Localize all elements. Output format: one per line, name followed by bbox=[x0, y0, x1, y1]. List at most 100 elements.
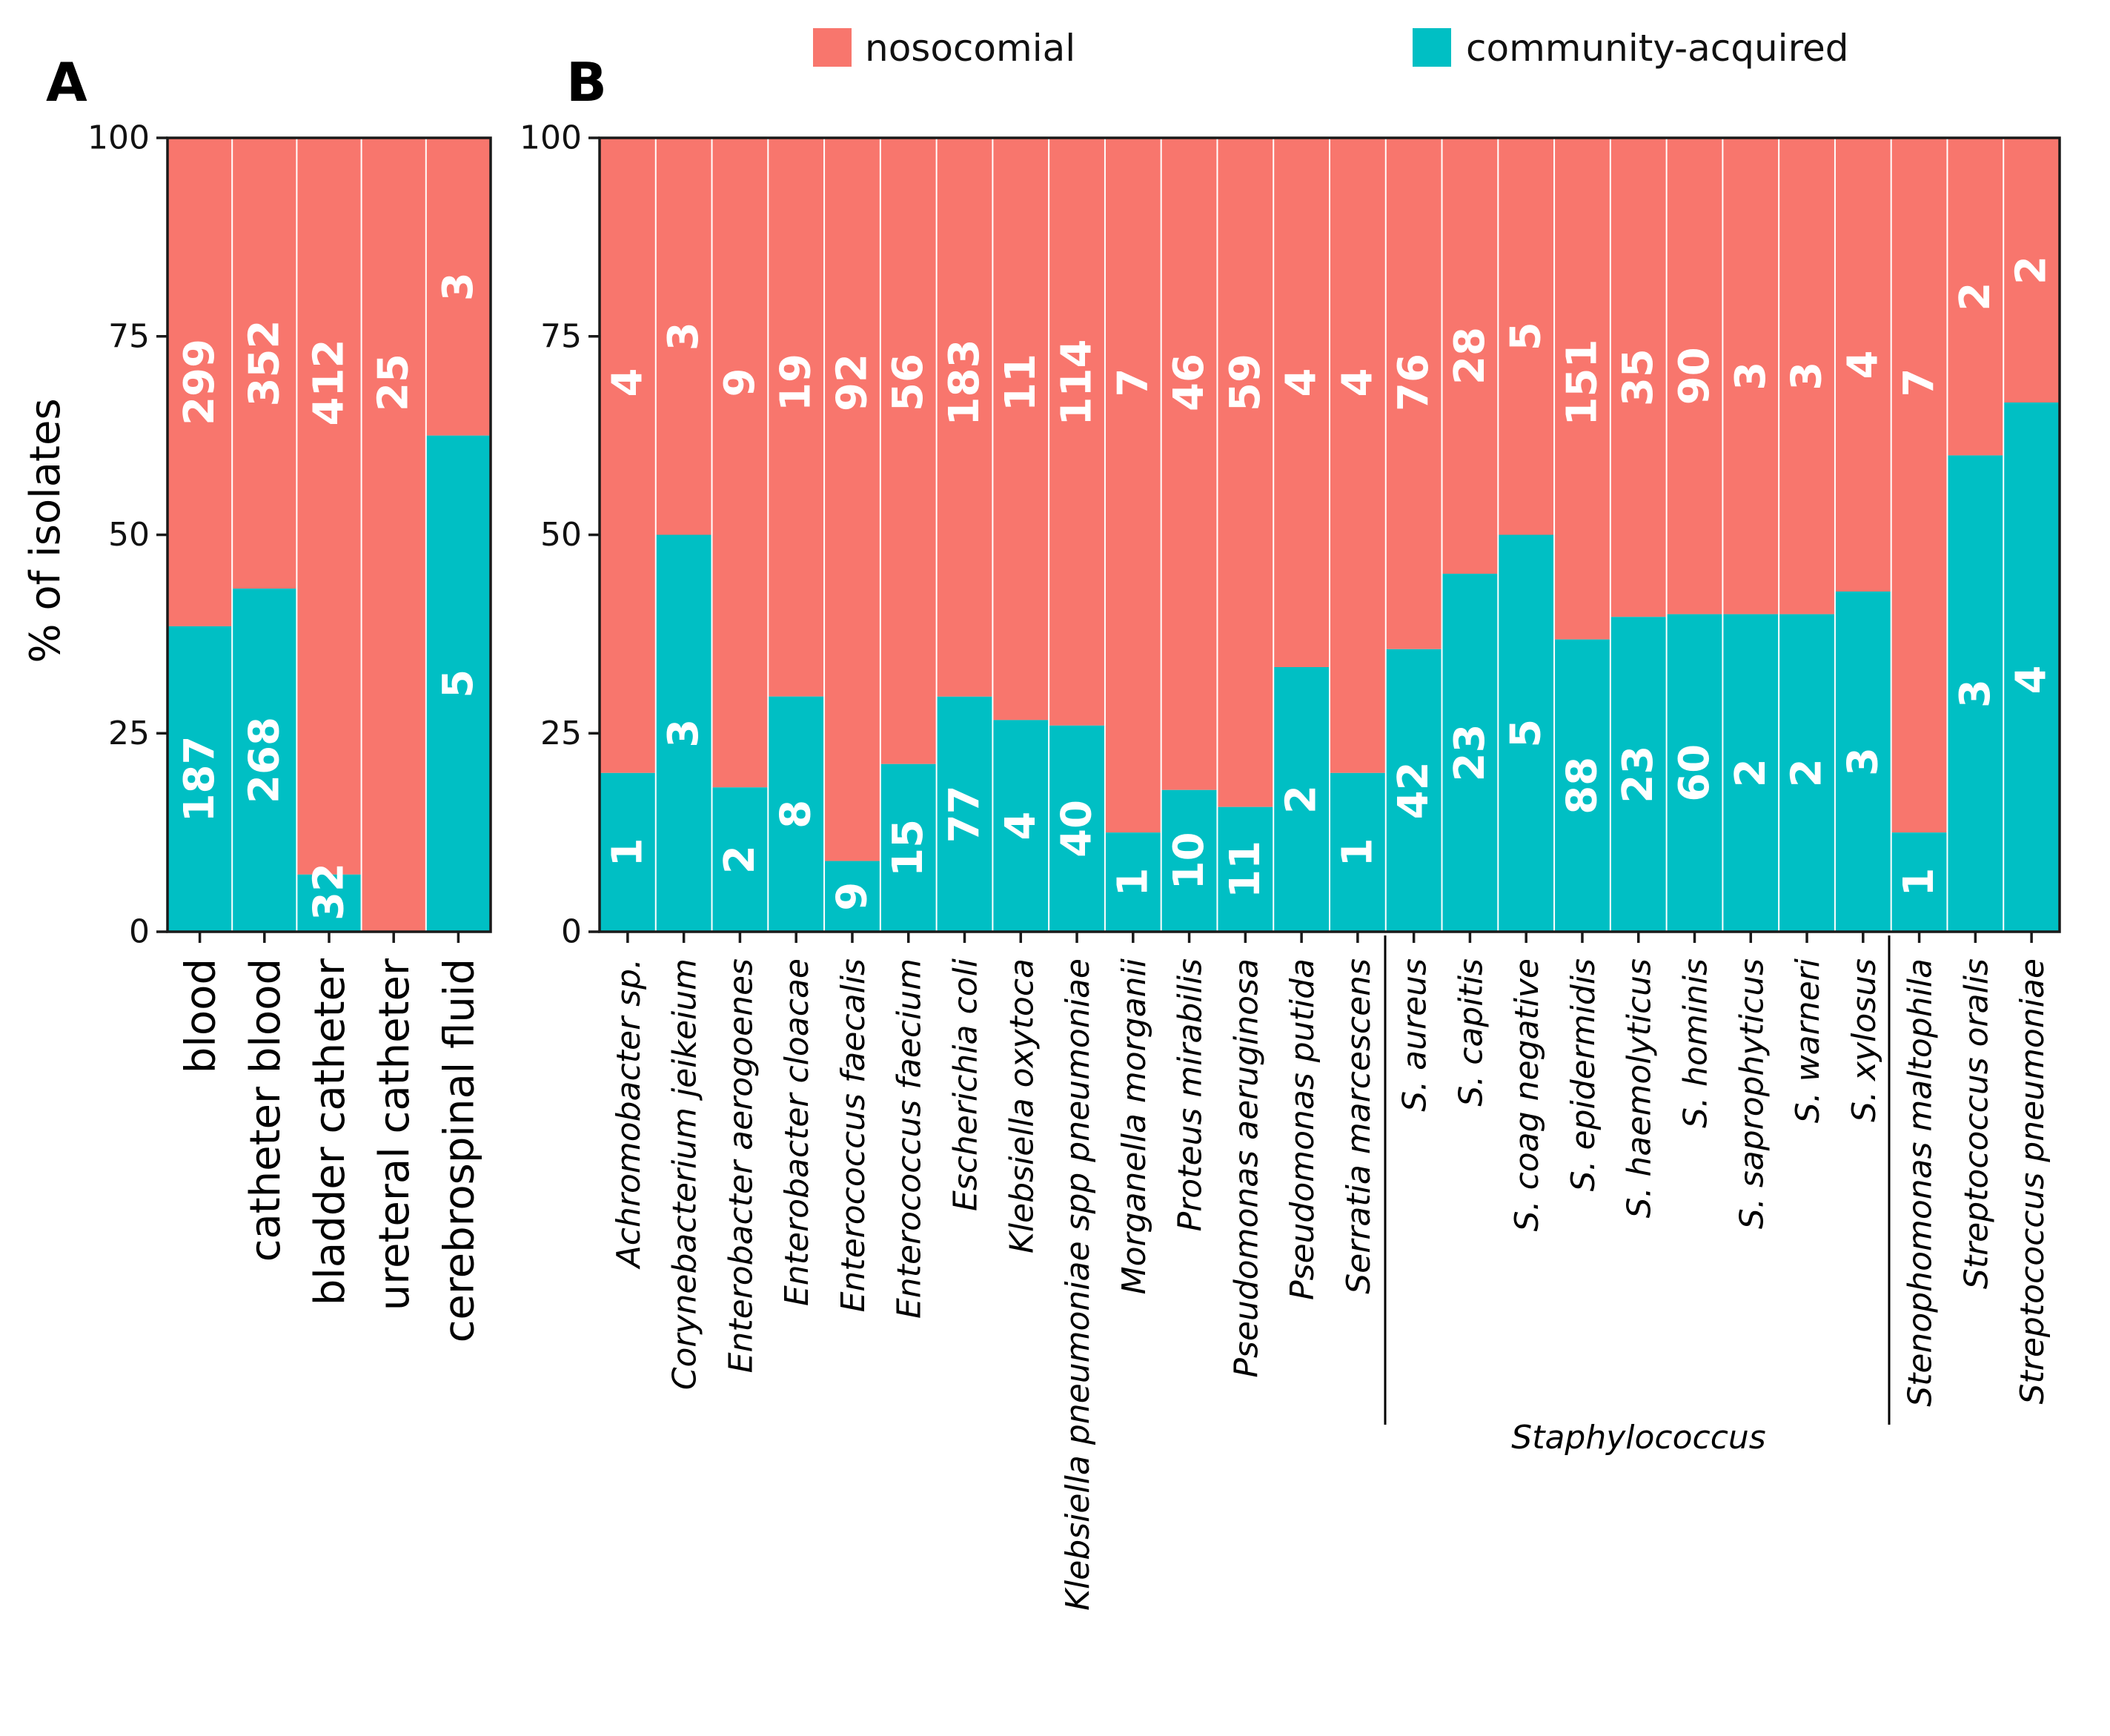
panel-b-label-nosocomial-s-coag-negative: 5 bbox=[1502, 322, 1550, 351]
panel-b-x-label-s-capitis: S. capitis bbox=[1452, 958, 1490, 1107]
panel-b-bar-community-serratia-marcescens bbox=[1330, 772, 1386, 932]
panel-b-chart: 4133921989295615183771141144071461059114… bbox=[520, 119, 2061, 1611]
panel-b-label-community-s-warneri: 2 bbox=[1783, 758, 1831, 787]
panel-b-label-nosocomial-enterococcus-faecalis: 92 bbox=[828, 354, 876, 411]
panel-a-bar-community-bladder-catheter bbox=[296, 874, 362, 932]
panel-b-x-label-s-xylosus: S. xylosus bbox=[1845, 958, 1883, 1122]
panel-b-label-community-enterococcus-faecium: 15 bbox=[884, 819, 932, 877]
panel-a-x-label-cerebrospinal-fluid: cerebrospinal fluid bbox=[435, 958, 483, 1342]
panel-b-label-community-pseudomonas-aeruginosa: 11 bbox=[1221, 841, 1270, 898]
panel-b-label-community-s-capitis: 23 bbox=[1446, 724, 1494, 782]
panel-b-label-community-corynebacterium-jeikeium: 3 bbox=[660, 719, 708, 748]
panel-b-bar-community-proteus-mirabilis bbox=[1161, 789, 1218, 932]
panel-a-y-tick-label: 0 bbox=[129, 913, 150, 951]
panel-b-bar-community-s-xylosus bbox=[1834, 592, 1891, 932]
panel-b-label-community-klebsiella-pneumoniae-spp-pneumoniae: 40 bbox=[1053, 800, 1101, 858]
y-axis-label: % of isolates bbox=[21, 398, 70, 663]
panel-b-label-nosocomial-klebsiella-oxytoca: 11 bbox=[997, 354, 1045, 411]
panel-b-label-community-pseudomonas-putida: 2 bbox=[1278, 785, 1326, 814]
panel-b-label-community-streptococcus-pneumoniae: 4 bbox=[2008, 666, 2056, 695]
panel-b-bar-nosocomial-proteus-mirabilis bbox=[1161, 138, 1218, 790]
legend-label-community-acquired: community-acquired bbox=[1466, 27, 1849, 70]
panel-b-bar-community-corynebacterium-jeikeium bbox=[655, 534, 712, 932]
panel-b-bar-nosocomial-achromobacter-sp bbox=[600, 138, 656, 773]
panel-b-bar-nosocomial-enterococcus-faecalis bbox=[824, 138, 880, 861]
panel-b-bar-nosocomial-s-haemolyticus bbox=[1610, 138, 1667, 617]
panel-b-label-nosocomial-achromobacter-sp: 4 bbox=[603, 368, 651, 397]
panel-b-x-label-s-hominis: S. hominis bbox=[1677, 958, 1715, 1128]
panel-b-bar-community-stenophomonas-maltophila bbox=[1891, 832, 1948, 932]
panel-b-label-community-enterobacter-aerogoenes: 2 bbox=[716, 845, 764, 874]
panel-b-x-label-klebsiella-oxytoca: Klebsiella oxytoca bbox=[1003, 958, 1041, 1253]
panel-b-label-nosocomial-corynebacterium-jeikeium: 3 bbox=[660, 322, 708, 351]
panel-a-label-community-cerebrospinal-fluid: 5 bbox=[434, 669, 482, 698]
panel-a-bar-nosocomial-blood bbox=[167, 138, 233, 626]
panel-b-bar-community-enterococcus-faecalis bbox=[824, 861, 880, 932]
panel-a-bar-nosocomial-bladder-catheter bbox=[296, 138, 362, 875]
panel-a-y-tick-label: 100 bbox=[87, 119, 150, 157]
panel-b-bar-community-enterobacter-aerogoenes bbox=[711, 787, 769, 932]
panel-b-x-label-s-aureus: S. aureus bbox=[1396, 958, 1434, 1112]
panel-b-label-nosocomial-enterobacter-cloacae: 19 bbox=[772, 354, 820, 411]
panel-b-bar-nosocomial-klebsiella-pneumoniae-spp-pneumoniae bbox=[1049, 138, 1105, 726]
panel-b-label-nosocomial-stenophomonas-maltophila: 7 bbox=[1895, 368, 1943, 397]
panel-b-label-nosocomial-s-capitis: 28 bbox=[1446, 327, 1494, 385]
panel-b-x-label-s-coag-negative: S. coag negative bbox=[1508, 958, 1546, 1231]
panel-b-bar-nosocomial-pseudomonas-putida bbox=[1273, 138, 1330, 667]
panel-b-label-community-klebsiella-oxytoca: 4 bbox=[997, 812, 1045, 841]
legend-swatch-nosocomial bbox=[813, 28, 852, 67]
panel-b-label-community-s-epidermidis: 88 bbox=[1558, 757, 1606, 815]
panel-b-x-label-pseudomonas-putida: Pseudomonas putida bbox=[1284, 958, 1321, 1300]
panel-b-bar-community-s-haemolyticus bbox=[1610, 617, 1667, 932]
panel-b-label-community-achromobacter-sp: 1 bbox=[603, 838, 651, 867]
panel-a-y-tick-label: 50 bbox=[108, 516, 150, 554]
panel-b-bar-nosocomial-stenophomonas-maltophila bbox=[1891, 138, 1948, 833]
panel-b-label-community-s-aureus: 42 bbox=[1390, 761, 1438, 819]
panel-a-bar-nosocomial-ureteral-catheter bbox=[361, 138, 426, 932]
panel-b-label-community-stenophomonas-maltophila: 1 bbox=[1895, 868, 1943, 897]
panel-b-bar-community-s-hominis bbox=[1666, 614, 1723, 932]
panel-b-x-label-enterobacter-aerogoenes: Enterobacter aerogoenes bbox=[722, 958, 760, 1373]
panel-b-bar-community-klebsiella-oxytoca bbox=[992, 720, 1049, 932]
panel-b-bar-community-streptococcus-oralis bbox=[1947, 455, 2004, 932]
panel-b-x-label-enterococcus-faecalis: Enterococcus faecalis bbox=[835, 958, 872, 1312]
panel-b-label-nosocomial-klebsiella-pneumoniae-spp-pneumoniae: 114 bbox=[1053, 339, 1101, 426]
panel-b-label-nosocomial-s-saprophyticus: 3 bbox=[1727, 362, 1775, 391]
panel-b-x-label-streptococcus-pneumoniae: Streptococcus pneumoniae bbox=[2014, 958, 2051, 1404]
panel-a-label-nosocomial-catheter-blood: 352 bbox=[240, 320, 288, 407]
panel-b-bar-nosocomial-morganella-morganii bbox=[1104, 138, 1161, 833]
panel-b-label-nosocomial-s-hominis: 90 bbox=[1671, 347, 1719, 405]
panel-b-tag: B bbox=[566, 51, 607, 113]
legend: nosocomial community-acquired bbox=[813, 27, 1849, 70]
panel-b-label-nosocomial-s-aureus: 76 bbox=[1390, 354, 1438, 411]
panel-a-y-tick-label: 25 bbox=[108, 715, 150, 752]
panel-b-label-community-streptococcus-oralis: 3 bbox=[1951, 679, 2000, 708]
panel-b-label-community-proteus-mirabilis: 10 bbox=[1165, 832, 1213, 889]
panel-b-bar-community-s-saprophyticus bbox=[1722, 614, 1779, 932]
panel-b-bar-nosocomial-s-xylosus bbox=[1834, 138, 1891, 592]
panel-b-label-nosocomial-escherichia-coli: 183 bbox=[940, 339, 989, 426]
panel-b-label-community-s-hominis: 60 bbox=[1671, 744, 1719, 802]
panel-b-label-nosocomial-streptococcus-oralis: 2 bbox=[1951, 282, 2000, 311]
panel-b-x-label-s-epidermidis: S. epidermidis bbox=[1565, 958, 1602, 1191]
panel-b-y-tick-label: 100 bbox=[520, 119, 582, 157]
panel-b-bar-nosocomial-corynebacterium-jeikeium bbox=[655, 138, 712, 535]
panel-b-x-label-corynebacterium-jeikeium: Corynebacterium jeikeium bbox=[666, 958, 704, 1390]
panel-b-label-community-s-saprophyticus: 2 bbox=[1727, 758, 1775, 787]
panel-b-x-label-stenophomonas-maltophila: Stenophomonas maltophila bbox=[1902, 958, 1940, 1407]
panel-a-x-label-catheter-blood: catheter blood bbox=[242, 958, 290, 1262]
panel-b-label-nosocomial-s-xylosus: 4 bbox=[1839, 351, 1887, 380]
panel-b-bar-nosocomial-klebsiella-oxytoca bbox=[992, 138, 1049, 720]
panel-a-label-nosocomial-cerebrospinal-fluid: 3 bbox=[434, 272, 482, 301]
panel-b-x-label-streptococcus-oralis: Streptococcus oralis bbox=[1957, 958, 1995, 1289]
panel-b-bar-community-morganella-morganii bbox=[1104, 832, 1161, 932]
panel-b-bar-community-escherichia-coli bbox=[936, 696, 993, 932]
panel-b-bar-community-s-capitis bbox=[1441, 574, 1499, 932]
panel-b-label-nosocomial-s-epidermidis: 151 bbox=[1558, 339, 1606, 426]
panel-b-bar-community-s-warneri bbox=[1779, 614, 1835, 932]
panel-b-bar-nosocomial-s-epidermidis bbox=[1554, 138, 1610, 640]
panel-b-label-community-enterobacter-cloacae: 8 bbox=[772, 800, 820, 829]
panel-b-bar-community-klebsiella-pneumoniae-spp-pneumoniae bbox=[1049, 725, 1105, 932]
panel-b-bar-nosocomial-escherichia-coli bbox=[936, 138, 993, 697]
